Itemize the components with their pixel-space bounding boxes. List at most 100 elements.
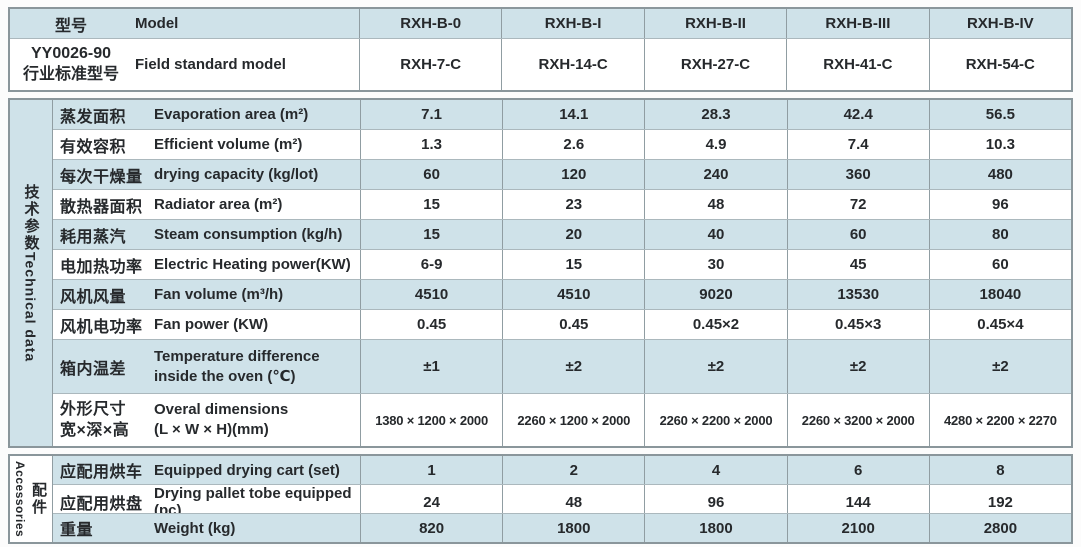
value-cell: 0.45 bbox=[502, 310, 644, 339]
spec-row-evaporation-area: 蒸发面积 Evaporation area (m²) 7.1 14.1 28.3… bbox=[53, 100, 1071, 129]
row-label-cn: 蒸发面积 bbox=[60, 108, 127, 126]
value-cell: 4 bbox=[644, 456, 786, 484]
value-cell: 10.3 bbox=[928, 130, 1071, 159]
standard-model-row: YY0026-90 行业标准型号 Field standard model RX… bbox=[10, 38, 1071, 90]
value-cell: 240 bbox=[644, 160, 786, 189]
value-cell: 2260 × 1200 × 2000 bbox=[502, 394, 644, 446]
value-cell: 7.4 bbox=[786, 130, 929, 159]
value-cell: 96 bbox=[644, 485, 786, 519]
header-label-cn: 型号 bbox=[54, 17, 87, 35]
value-cell: 6 bbox=[786, 456, 929, 484]
value-cell: 2.6 bbox=[502, 130, 644, 159]
spec-row-fan-power: 风机电功率 Fan power (KW) 0.45 0.45 0.45×2 0.… bbox=[53, 309, 1071, 339]
value-cell: 6-9 bbox=[360, 250, 502, 279]
value-cell: 45 bbox=[786, 250, 929, 279]
value-cell: 0.45×3 bbox=[786, 310, 929, 339]
value-cell: 42.4 bbox=[786, 100, 929, 129]
value-cell: 60 bbox=[786, 220, 929, 249]
row-label-en: Weight (kg) bbox=[154, 519, 236, 537]
value-cell: ±2 bbox=[502, 340, 644, 393]
row-label-en-line2: (L × W × H)(mm) bbox=[154, 421, 269, 438]
spec-row-steam-consumption: 耗用蒸汽 Steam consumption (kg/h) 15 20 40 6… bbox=[53, 219, 1071, 249]
row-label-cn: 有效容积 bbox=[60, 138, 127, 156]
accessories-block: Accessories 配件 应配用烘车 Equipped drying car… bbox=[8, 454, 1073, 544]
standard-model-cell: RXH-54-C bbox=[928, 39, 1071, 90]
value-cell: 72 bbox=[786, 190, 929, 219]
value-cell: 48 bbox=[644, 190, 786, 219]
model-name-cell: RXH-B-I bbox=[501, 9, 643, 38]
row-label-en: Electric Heating power(KW) bbox=[154, 256, 351, 273]
spec-row-drying-pallet: 应配用烘盘 Drying pallet tobe equipped (pc) 2… bbox=[53, 484, 1071, 519]
row-label-en: Equipped drying cart (set) bbox=[154, 461, 340, 479]
model-name-cell: RXH-B-III bbox=[786, 9, 928, 38]
row-label-en: Steam consumption (kg/h) bbox=[154, 226, 343, 243]
row-label-cn: 箱内温差 bbox=[60, 360, 127, 378]
value-cell: 1 bbox=[360, 456, 502, 484]
value-cell: 0.45 bbox=[360, 310, 502, 339]
value-cell: 56.5 bbox=[928, 100, 1071, 129]
value-cell: 24 bbox=[360, 485, 502, 519]
group-cn: 配件 bbox=[30, 482, 47, 516]
row-label-cn-line2: 宽×深×高 bbox=[60, 422, 130, 439]
spec-row-temperature-difference: 箱内温差 Temperature difference inside the o… bbox=[53, 339, 1071, 393]
value-cell: 60 bbox=[360, 160, 502, 189]
spec-row-efficient-volume: 有效容积 Efficient volume (m²) 1.3 2.6 4.9 7… bbox=[53, 129, 1071, 159]
header-block: 型号 Model RXH-B-0 RXH-B-I RXH-B-II RXH-B-… bbox=[8, 7, 1073, 92]
value-cell: 4510 bbox=[360, 280, 502, 309]
value-cell: 4510 bbox=[502, 280, 644, 309]
row-label-en-line1: Temperature difference bbox=[154, 347, 320, 365]
value-cell: 0.45×2 bbox=[644, 310, 786, 339]
model-name-cell: RXH-B-IV bbox=[928, 9, 1071, 38]
spec-row-electric-heating-power: 电加热功率 Electric Heating power(KW) 6-9 15 … bbox=[53, 249, 1071, 279]
spec-row-overall-dimensions: 外形尺寸 宽×深×高 Overal dimensions (L × W × H)… bbox=[53, 393, 1071, 446]
spec-row-weight: 重量 Weight (kg) 820 1800 1800 2100 2800 bbox=[53, 513, 1071, 542]
group-cn: 技术参数 bbox=[22, 183, 40, 252]
value-cell: 15 bbox=[502, 250, 644, 279]
value-cell: 1800 bbox=[502, 514, 644, 542]
value-cell: ±2 bbox=[644, 340, 786, 393]
value-cell: 60 bbox=[928, 250, 1071, 279]
spec-row-drying-cart: 应配用烘车 Equipped drying cart (set) 1 2 4 6… bbox=[53, 456, 1071, 484]
standard-label-cn: YY0026-90 行业标准型号 bbox=[10, 39, 132, 90]
group-en: Technical data bbox=[22, 251, 39, 363]
spec-row-fan-volume: 风机风量 Fan volume (m³/h) 4510 4510 9020 13… bbox=[53, 279, 1071, 309]
value-cell: 144 bbox=[786, 485, 929, 519]
value-cell: 7.1 bbox=[360, 100, 502, 129]
value-cell: 4.9 bbox=[644, 130, 786, 159]
value-cell: 4280 × 2200 × 2270 bbox=[928, 394, 1071, 446]
standard-code: YY0026-90 bbox=[30, 45, 112, 62]
value-cell: 1.3 bbox=[360, 130, 502, 159]
value-cell: 120 bbox=[502, 160, 644, 189]
value-cell: 480 bbox=[928, 160, 1071, 189]
value-cell: 14.1 bbox=[502, 100, 644, 129]
technical-data-block: 技术参数Technical data 蒸发面积 Evaporation area… bbox=[8, 98, 1073, 448]
row-label-en: Efficient volume (m²) bbox=[154, 136, 303, 153]
group-label-accessories: Accessories 配件 bbox=[10, 456, 53, 542]
spec-table: 型号 Model RXH-B-0 RXH-B-I RXH-B-II RXH-B-… bbox=[8, 7, 1073, 544]
standard-model-cell: RXH-41-C bbox=[786, 39, 928, 90]
value-cell: 2800 bbox=[928, 514, 1071, 542]
row-label-en-line2: inside the oven (℃) bbox=[154, 367, 296, 385]
value-cell: 30 bbox=[644, 250, 786, 279]
standard-code-cn: 行业标准型号 bbox=[22, 66, 119, 83]
value-cell: 13530 bbox=[786, 280, 929, 309]
row-label-cn: 应配用烘盘 bbox=[60, 496, 143, 513]
model-name-cell: RXH-B-II bbox=[643, 9, 786, 38]
row-label-cn: 电加热功率 bbox=[60, 258, 143, 276]
row-label-cn: 外形尺寸 宽×深×高 bbox=[53, 394, 151, 446]
value-cell: 28.3 bbox=[644, 100, 786, 129]
value-cell: 96 bbox=[928, 190, 1071, 219]
value-cell: 18040 bbox=[928, 280, 1071, 309]
row-label-cn: 应配用烘车 bbox=[60, 464, 143, 481]
value-cell: ±2 bbox=[786, 340, 929, 393]
value-cell: 2260 × 2200 × 2000 bbox=[644, 394, 786, 446]
value-cell: 0.45×4 bbox=[928, 310, 1071, 339]
value-cell: 1380 × 1200 × 2000 bbox=[360, 394, 502, 446]
value-cell: 15 bbox=[360, 220, 502, 249]
spec-row-drying-capacity: 每次干燥量 drying capacity (kg/lot) 60 120 24… bbox=[53, 159, 1071, 189]
standard-model-cell: RXH-27-C bbox=[643, 39, 786, 90]
value-cell: 820 bbox=[360, 514, 502, 542]
row-label-en: Fan power (KW) bbox=[154, 316, 269, 333]
row-label-cn: 重量 bbox=[60, 522, 94, 539]
standard-model-cell: RXH-14-C bbox=[501, 39, 643, 90]
